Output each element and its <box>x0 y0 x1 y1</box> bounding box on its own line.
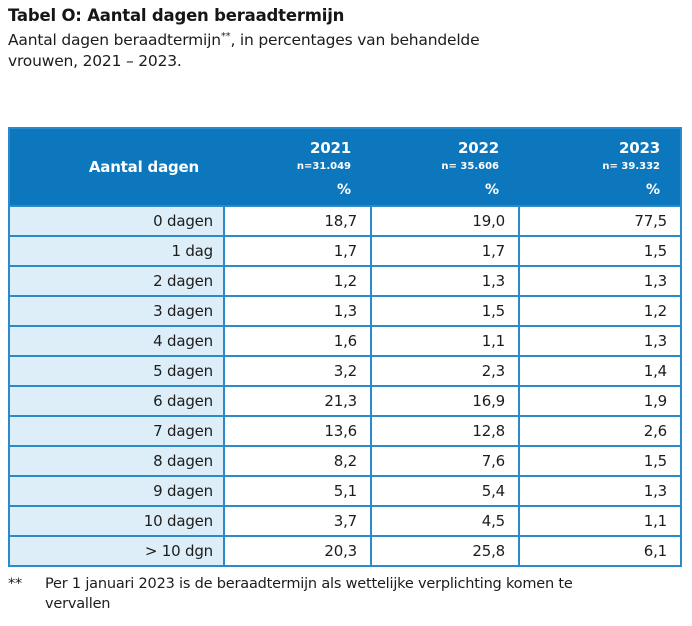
value-cell: 1,9 <box>518 385 682 417</box>
row-label: 9 dagen <box>8 475 225 507</box>
value-cell: 1,5 <box>518 235 682 267</box>
value-cell: 1,2 <box>518 295 682 327</box>
year-label: 2023 <box>619 138 660 157</box>
value-cell: 1,6 <box>223 325 372 357</box>
table-row: 8 dagen 8,2 7,6 1,5 <box>8 445 682 477</box>
sample-size-label: n= 39.332 <box>602 160 660 172</box>
table-row: 10 dagen 3,7 4,5 1,1 <box>8 505 682 537</box>
row-label: 3 dagen <box>8 295 225 327</box>
header-stack-2021: 2021 n=31.049 % <box>224 134 371 201</box>
value-cell: 4,5 <box>370 505 520 537</box>
percent-unit-label: % <box>484 181 499 198</box>
column-header-2022: 2022 n= 35.606 % <box>371 128 519 206</box>
row-label: 0 dagen <box>8 205 225 237</box>
value-cell: 1,7 <box>223 235 372 267</box>
table-row: 1 dag 1,7 1,7 1,5 <box>8 235 682 267</box>
value-cell: 8,2 <box>223 445 372 477</box>
value-cell: 16,9 <box>370 385 520 417</box>
subtitle-text-line2: vrouwen, 2021 – 2023. <box>8 52 182 70</box>
table-row: 7 dagen 13,6 12,8 2,6 <box>8 415 682 447</box>
footnote-marker: ** <box>8 576 23 592</box>
value-cell: 77,5 <box>518 205 682 237</box>
row-label: 10 dagen <box>8 505 225 537</box>
percent-unit-label: % <box>645 181 660 198</box>
header-stack-2022: 2022 n= 35.606 % <box>371 134 519 201</box>
value-cell: 19,0 <box>370 205 520 237</box>
footnote-reference-superscript: ** <box>220 30 231 42</box>
value-cell: 1,7 <box>370 235 520 267</box>
table-header-row: Aantal dagen 2021 n=31.049 % 2022 n= 35.… <box>9 128 681 206</box>
row-label: 2 dagen <box>8 265 225 297</box>
value-cell: 13,6 <box>223 415 372 447</box>
year-label: 2022 <box>458 138 499 157</box>
value-cell: 21,3 <box>223 385 372 417</box>
value-cell: 2,3 <box>370 355 520 387</box>
header-stack-2023: 2023 n= 39.332 % <box>519 134 680 201</box>
value-cell: 1,3 <box>518 325 682 357</box>
column-header-2023: 2023 n= 39.332 % <box>519 128 681 206</box>
value-cell: 20,3 <box>223 535 372 567</box>
value-cell: 1,2 <box>223 265 372 297</box>
value-cell: 7,6 <box>370 445 520 477</box>
value-cell: 1,5 <box>518 445 682 477</box>
value-cell: 3,7 <box>223 505 372 537</box>
value-cell: 2,6 <box>518 415 682 447</box>
value-cell: 12,8 <box>370 415 520 447</box>
table-row: 0 dagen 18,7 19,0 77,5 <box>8 205 682 237</box>
value-cell: 5,4 <box>370 475 520 507</box>
table-row: 4 dagen 1,6 1,1 1,3 <box>8 325 682 357</box>
table-row: 9 dagen 5,1 5,4 1,3 <box>8 475 682 507</box>
percent-unit-label: % <box>336 181 351 198</box>
row-label: 7 dagen <box>8 415 225 447</box>
value-cell: 1,3 <box>518 475 682 507</box>
footnote-text: Per 1 januari 2023 is de beraadtermijn a… <box>45 574 573 614</box>
value-cell: 6,1 <box>518 535 682 567</box>
row-label: 8 dagen <box>8 445 225 477</box>
value-cell: 3,2 <box>223 355 372 387</box>
footnote: ** Per 1 januari 2023 is de beraadtermij… <box>8 574 573 614</box>
table-subtitle: Aantal dagen beraadtermijn**, in percent… <box>8 30 480 72</box>
value-cell: 5,1 <box>223 475 372 507</box>
page-title: Tabel O: Aantal dagen beraadtermijn <box>8 6 345 25</box>
value-cell: 1,1 <box>518 505 682 537</box>
sample-size-label: n= 35.606 <box>441 160 499 172</box>
row-label: 4 dagen <box>8 325 225 357</box>
subtitle-text-part1: Aantal dagen beraadtermijn <box>8 31 221 49</box>
row-label: 1 dag <box>8 235 225 267</box>
table-row: 2 dagen 1,2 1,3 1,3 <box>8 265 682 297</box>
footnote-text-line2: vervallen <box>45 596 111 612</box>
row-label: 5 dagen <box>8 355 225 387</box>
value-cell: 1,4 <box>518 355 682 387</box>
table-row: 6 dagen 21,3 16,9 1,9 <box>8 385 682 417</box>
value-cell: 1,3 <box>518 265 682 297</box>
value-cell: 1,5 <box>370 295 520 327</box>
value-cell: 25,8 <box>370 535 520 567</box>
row-label: 6 dagen <box>8 385 225 417</box>
sample-size-label: n=31.049 <box>296 160 351 172</box>
value-cell: 18,7 <box>223 205 372 237</box>
row-label: > 10 dgn <box>8 535 225 567</box>
column-header-aantal-dagen: Aantal dagen <box>9 128 224 206</box>
footnote-text-line1: Per 1 januari 2023 is de beraadtermijn a… <box>45 576 573 592</box>
column-header-2021: 2021 n=31.049 % <box>224 128 371 206</box>
beraadtermijn-data-table: Aantal dagen 2021 n=31.049 % 2022 n= 35.… <box>8 127 682 567</box>
table-row: > 10 dgn 20,3 25,8 6,1 <box>8 535 682 567</box>
value-cell: 1,1 <box>370 325 520 357</box>
subtitle-text-part2: , in percentages van behandelde <box>230 31 480 49</box>
value-cell: 1,3 <box>370 265 520 297</box>
value-cell: 1,3 <box>223 295 372 327</box>
year-label: 2021 <box>310 138 351 157</box>
table-row: 5 dagen 3,2 2,3 1,4 <box>8 355 682 387</box>
table-row: 3 dagen 1,3 1,5 1,2 <box>8 295 682 327</box>
